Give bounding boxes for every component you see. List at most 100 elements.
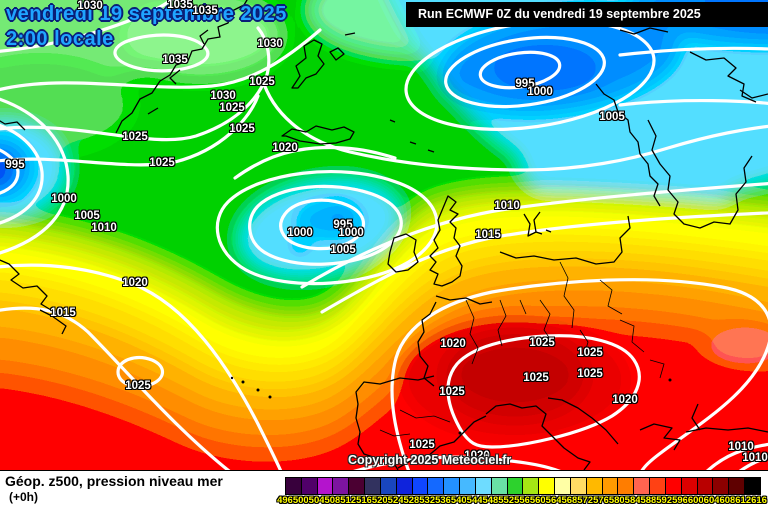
- scale-tick-label: 540: [450, 495, 467, 506]
- scale-color-cell: [523, 478, 540, 494]
- scale-tick-label: 616: [751, 495, 767, 506]
- scale-color-cell: [301, 478, 318, 494]
- scale-tick-label: 544: [466, 495, 483, 506]
- scale-tick-label: 584: [624, 495, 641, 506]
- scale-tick-label: 528: [403, 495, 420, 506]
- scale-tick-label: 580: [608, 495, 625, 506]
- pressure-label: 1030: [257, 38, 283, 50]
- pressure-label: 1025: [219, 102, 245, 114]
- pressure-label: 1010: [728, 441, 754, 453]
- pressure-label: 1025: [577, 347, 603, 359]
- map-parameter-label: Géop. z500, pression niveau mer: [5, 473, 223, 489]
- date-title: vendredi 19 septembre 2025: [6, 3, 287, 25]
- scale-color-cell: [428, 478, 445, 494]
- pressure-label: 1020: [464, 450, 490, 462]
- pressure-label: 1025: [149, 157, 175, 169]
- scale-color-cell: [570, 478, 587, 494]
- pressure-label: 1020: [440, 338, 466, 350]
- scale-tick-label: 612: [735, 495, 752, 506]
- pressure-label: 1005: [599, 111, 625, 123]
- islands: [230, 376, 672, 435]
- scale-color-cell: [333, 478, 350, 494]
- scale-color-cell: [286, 478, 302, 494]
- pressure-label: 1020: [122, 277, 148, 289]
- scale-tick-label: 604: [703, 495, 720, 506]
- scale-cells: [285, 477, 761, 495]
- scale-tick-label: 600: [687, 495, 704, 506]
- pressure-label: 1005: [74, 210, 100, 222]
- scale-tick-label: 520: [371, 495, 388, 506]
- scale-tick-label: 588: [640, 495, 657, 506]
- pressure-label: 1035: [192, 5, 218, 17]
- map-graphic: [0, 0, 768, 470]
- pressure-label: 1000: [527, 86, 553, 98]
- scale-tick-label: 592: [656, 495, 673, 506]
- scale-tick-label: 536: [435, 495, 451, 506]
- scale-color-cell: [507, 478, 524, 494]
- scale-tick-label: 608: [719, 495, 736, 506]
- scale-tick-label: 572: [577, 495, 594, 506]
- scale-color-cell: [365, 478, 381, 494]
- pressure-label: 1010: [494, 200, 520, 212]
- pressure-label: 1025: [523, 372, 549, 384]
- scale-tick-label: 548: [482, 495, 499, 506]
- pressure-label: 1025: [229, 123, 255, 135]
- scale-tick-label: 556: [514, 495, 530, 506]
- time-title: 2:00 locale: [6, 28, 114, 50]
- pressure-label: 1025: [249, 76, 275, 88]
- pressure-label: 1030: [210, 90, 236, 102]
- scale-tick-label: 524: [387, 495, 404, 506]
- pressure-label: 1025: [122, 131, 148, 143]
- run-info-box: Run ECMWF 0Z du vendredi 19 septembre 20…: [406, 2, 768, 27]
- map-area: vendredi 19 septembre 2025 2:00 locale R…: [0, 0, 768, 471]
- scale-color-cell: [380, 478, 397, 494]
- scale-ticks: 496 500 504 508 512 516 520 524 528 532 536 540 544 5…: [277, 495, 767, 509]
- scale-color-cell: [539, 478, 556, 494]
- footer-bar: Géop. z500, pression niveau mer (+0h) 49…: [0, 471, 768, 512]
- scale-tick-label: 568: [561, 495, 578, 506]
- pressure-label: 1000: [287, 227, 313, 239]
- forecast-step-label: (+0h): [9, 490, 39, 504]
- scale-tick-label: 508: [324, 495, 341, 506]
- scale-tick-label: 496: [277, 495, 293, 506]
- scale-color-cell: [745, 478, 760, 494]
- scale-color-cell: [602, 478, 619, 494]
- copyright-text: Copyright 2025 Meteociel.fr: [348, 453, 512, 467]
- pressure-label: 995: [5, 159, 25, 171]
- pressure-label: 1025: [577, 368, 603, 380]
- pressure-label: 1020: [612, 394, 638, 406]
- pressure-label: 1010: [742, 452, 768, 464]
- scale-tick-label: 596: [672, 495, 688, 506]
- scale-color-cell: [396, 478, 413, 494]
- scale-color-cell: [555, 478, 571, 494]
- pressure-label: 1030: [77, 0, 103, 12]
- scale-color-cell: [460, 478, 476, 494]
- scale-tick-label: 512: [340, 495, 357, 506]
- pressure-label: 1035: [162, 54, 188, 66]
- map-title: vendredi 19 septembre 2025 2:00 locale: [6, 2, 287, 52]
- scale-color-cell: [681, 478, 698, 494]
- pressure-label: 1025: [439, 386, 465, 398]
- pressure-label: 1005: [330, 244, 356, 256]
- scale-tick-label: 552: [498, 495, 515, 506]
- scale-color-cell: [491, 478, 508, 494]
- scale-color-cell: [586, 478, 603, 494]
- scale-tick-label: 516: [356, 495, 372, 506]
- pressure-label: 1015: [50, 307, 76, 319]
- scale-color-cell: [713, 478, 730, 494]
- pressure-label: 1000: [338, 227, 364, 239]
- run-info-text: Run ECMWF 0Z du vendredi 19 septembre 20…: [418, 7, 701, 21]
- scale-color-cell: [697, 478, 714, 494]
- scale-color-cell: [317, 478, 334, 494]
- pressure-label: 1035: [167, 0, 193, 11]
- scale-color-cell: [349, 478, 366, 494]
- scale-tick-label: 560: [529, 495, 546, 506]
- scale-color-cell: [618, 478, 635, 494]
- pressure-label: 1000: [51, 193, 77, 205]
- scale-color-cell: [634, 478, 651, 494]
- scale-color-cell: [729, 478, 746, 494]
- scale-tick-label: 532: [419, 495, 436, 506]
- scale-tick-label: 500: [292, 495, 309, 506]
- pressure-label: 995: [515, 78, 535, 90]
